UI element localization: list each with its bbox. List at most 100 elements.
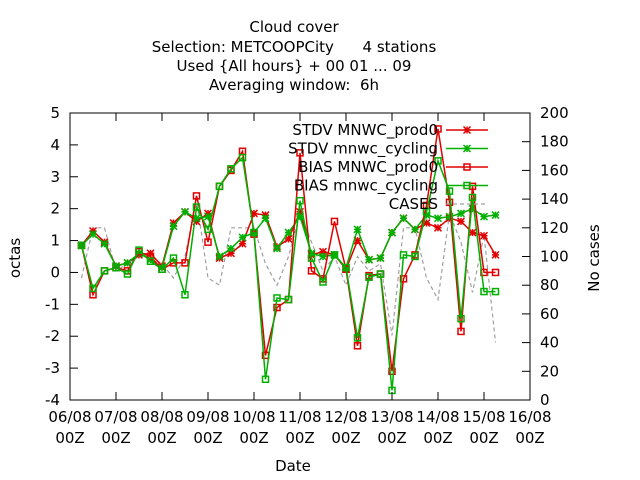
star-stroke	[353, 236, 362, 245]
x-tick-label-date: 08/08	[140, 408, 183, 426]
y-tick-label: -1	[45, 295, 60, 313]
star-stroke	[261, 214, 270, 223]
legend-label: BIAS MNWC_prod0	[298, 158, 438, 177]
star-stroke	[479, 231, 489, 240]
x-tick-label-hour: 00Z	[377, 429, 406, 447]
x-tick-label-hour: 00Z	[423, 429, 452, 447]
y2-axis-label: No cases	[585, 224, 603, 292]
data-point-square	[158, 265, 166, 274]
title-line-2: Selection: METCOOPCity 4 stations	[152, 38, 437, 56]
data-point-square	[215, 182, 224, 191]
y2-tick-label: 180	[540, 133, 569, 151]
x-tick-label-date: 16/08	[508, 408, 551, 426]
data-point-square	[457, 327, 465, 336]
data-point-square	[227, 165, 235, 173]
data-point-square	[204, 238, 212, 246]
y2-tick-label: 200	[540, 104, 569, 122]
y2-tick-label: 40	[540, 334, 559, 352]
legend-item: BIAS MNWC_prod0	[298, 158, 488, 177]
star-stroke	[169, 222, 178, 231]
data-point-square	[434, 157, 442, 165]
data-point-square	[319, 278, 327, 286]
y-tick-label: -4	[45, 391, 60, 409]
data-point-square	[192, 203, 201, 211]
x-tick-label-hour: 00Z	[147, 429, 176, 447]
data-point-square	[353, 342, 362, 350]
data-point-star	[353, 236, 362, 245]
data-point-square	[100, 267, 109, 275]
data-point-square	[77, 241, 86, 250]
y-tick-label: -2	[45, 327, 60, 345]
data-point-star	[456, 209, 466, 218]
data-point-square	[146, 257, 155, 266]
star-stroke	[353, 225, 362, 234]
star-stroke	[88, 230, 98, 239]
star-stroke	[272, 244, 282, 253]
y-tick-label: 0	[50, 263, 60, 281]
data-point-square	[399, 275, 408, 283]
y2-tick-label: 80	[540, 276, 559, 294]
data-point-square	[463, 163, 471, 171]
y2-tick-label: 0	[540, 391, 550, 409]
data-point-star	[238, 233, 247, 242]
y2-tick-label: 160	[540, 161, 569, 179]
data-point-star	[364, 255, 374, 264]
data-point-star	[479, 212, 489, 221]
star-stroke	[376, 254, 385, 263]
star-stroke	[180, 207, 190, 216]
y-tick-label: 4	[50, 136, 60, 154]
legend-item: BIAS mnwc_cycling	[294, 177, 488, 196]
data-point-square	[296, 196, 304, 205]
star-stroke	[284, 234, 293, 243]
legend-item: CASES	[389, 195, 488, 213]
data-point-star	[353, 225, 362, 234]
data-point-star	[215, 252, 224, 261]
data-point-star	[100, 239, 109, 248]
legend-label: STDV mnwc_cycling	[288, 140, 438, 159]
star-stroke	[238, 239, 247, 248]
x-tick-label-hour: 00Z	[331, 429, 360, 447]
data-point-square	[204, 225, 212, 234]
x-tick-label-date: 15/08	[462, 408, 505, 426]
data-point-square	[388, 367, 396, 376]
data-point-square	[307, 254, 316, 262]
data-point-star	[88, 230, 98, 239]
data-point-star	[387, 228, 397, 237]
data-point-star	[238, 239, 247, 248]
y-axis-label: octas	[6, 238, 24, 278]
star-stroke	[100, 239, 109, 248]
x-tick-label-date: 12/08	[324, 408, 367, 426]
star-stroke	[284, 228, 293, 237]
data-point-star	[226, 244, 236, 253]
data-point-square	[376, 270, 385, 278]
data-point-square	[192, 192, 201, 200]
title-line-4: Averaging window: 6h	[209, 76, 379, 94]
star-stroke	[422, 218, 431, 228]
x-tick-label-hour: 00Z	[101, 429, 130, 447]
data-point-square	[330, 217, 339, 226]
x-tick-label-date: 11/08	[278, 408, 321, 426]
star-stroke	[215, 252, 224, 261]
data-point-square	[284, 295, 293, 304]
axes-layer: -4 -3 -2 -1 0 1 2 3 4 5 0 20 40 60 80 100 120 140 160 180 20…	[45, 104, 569, 447]
star-stroke	[433, 223, 443, 232]
data-point-square	[273, 303, 281, 312]
data-point-square	[463, 181, 471, 190]
star-stroke	[399, 214, 408, 223]
data-point-square	[181, 259, 189, 267]
data-point-star	[318, 252, 328, 261]
data-point-square	[307, 267, 316, 275]
x-tick-label-date: 06/08	[48, 408, 91, 426]
x-tick-label-date: 14/08	[416, 408, 459, 426]
chart-title: Cloud cover Selection: METCOOPCity 4 sta…	[152, 18, 437, 94]
star-stroke	[387, 228, 397, 237]
star-stroke	[318, 252, 328, 261]
x-tick-label-date: 13/08	[370, 408, 413, 426]
star-stroke	[123, 258, 132, 267]
data-point-square	[146, 252, 155, 261]
legend-label: CASES	[389, 195, 438, 213]
series-layer	[77, 125, 500, 395]
data-point-square	[422, 208, 431, 216]
